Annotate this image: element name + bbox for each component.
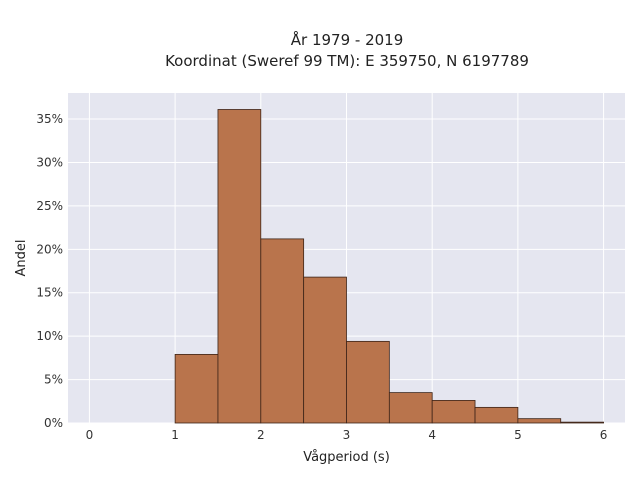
- chart-title-line-2: Koordinat (Sweref 99 TM): E 359750, N 61…: [165, 52, 529, 70]
- y-tick-label-7: 35%: [36, 112, 63, 126]
- y-tick-label-0: 0%: [44, 416, 63, 430]
- y-tick-label-2: 10%: [36, 329, 63, 343]
- x-tick-label-6: 6: [600, 428, 608, 442]
- chart-title: År 1979 - 2019 Koordinat (Sweref 99 TM):…: [165, 30, 529, 70]
- x-axis-ticks: 0 1 2 3 4 5 6: [86, 428, 608, 442]
- histogram-bar-9: [560, 421, 604, 424]
- y-axis-ticks: 0% 5% 10% 15% 20% 25% 30% 35%: [36, 112, 63, 430]
- histogram-bar-2: [260, 238, 305, 424]
- histogram-bar-4: [346, 340, 390, 424]
- histogram-bar-5: [388, 392, 433, 424]
- histogram-bar-0: [174, 353, 219, 424]
- x-tick-label-4: 4: [428, 428, 436, 442]
- y-tick-label-4: 20%: [36, 242, 63, 256]
- histogram-bar-7: [474, 406, 519, 424]
- histogram-bar-1: [217, 109, 262, 424]
- y-tick-label-5: 25%: [36, 199, 63, 213]
- histogram-bar-8: [517, 418, 562, 424]
- y-axis-label: Andel: [14, 240, 29, 277]
- x-tick-label-3: 3: [343, 428, 351, 442]
- x-tick-label-0: 0: [86, 428, 94, 442]
- y-tick-label-1: 5%: [44, 373, 63, 387]
- x-tick-label-2: 2: [257, 428, 265, 442]
- y-tick-label-3: 15%: [36, 286, 63, 300]
- chart-title-line-1: År 1979 - 2019: [291, 30, 404, 49]
- x-tick-label-5: 5: [514, 428, 522, 442]
- y-tick-label-6: 30%: [36, 155, 63, 169]
- x-axis-label: Vågperiod (s): [303, 450, 390, 465]
- histogram-bar-3: [303, 276, 347, 424]
- histogram-bars: [174, 109, 604, 424]
- x-tick-label-1: 1: [171, 428, 179, 442]
- histogram-bar-6: [431, 400, 476, 424]
